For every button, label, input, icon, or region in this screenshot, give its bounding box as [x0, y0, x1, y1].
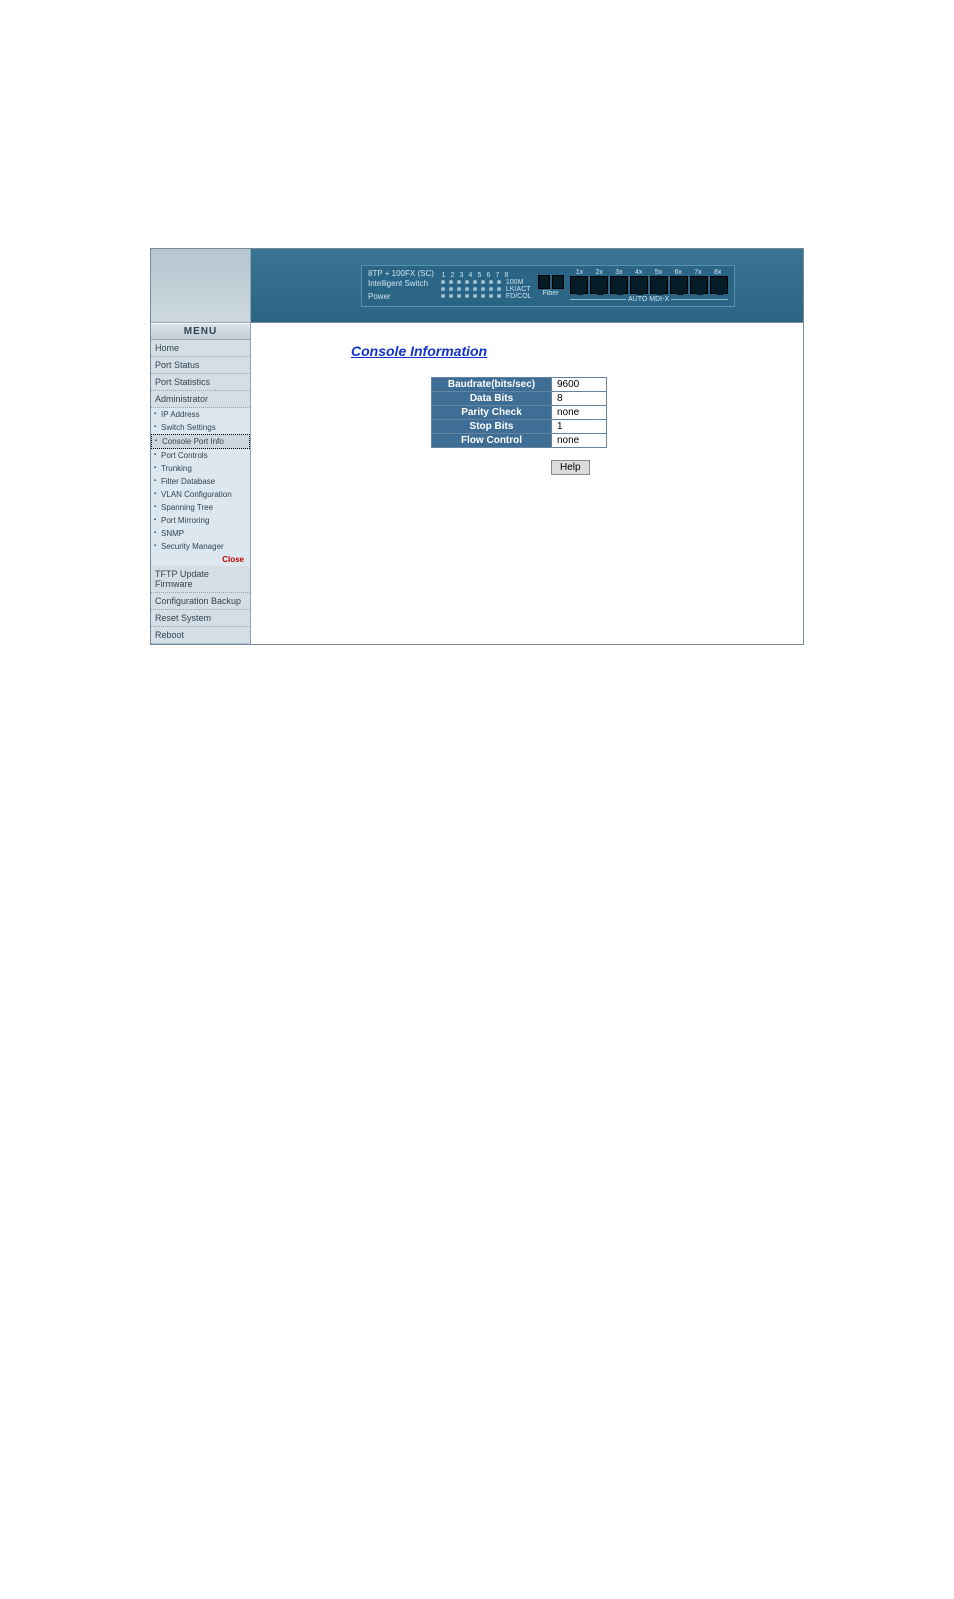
close-link-wrap: Close	[151, 553, 250, 566]
content: 8TP + 100FX (SC) Intelligent Switch Powe…	[251, 249, 803, 644]
close-link[interactable]: Close	[222, 555, 244, 564]
rj-port	[710, 276, 728, 294]
row-val: 9600	[552, 378, 607, 392]
sidebar-logo-area	[151, 249, 250, 323]
rj-block: 1x2x3x4x5x6x7x8x AUTO MDI-X	[570, 269, 728, 303]
model-line1: 8TP + 100FX (SC)	[368, 269, 434, 279]
help-wrap: Help	[551, 460, 803, 475]
power-label: Power	[368, 292, 434, 302]
sub-ip-address[interactable]: IP Address	[151, 408, 250, 421]
menu-administrator[interactable]: Administrator	[151, 391, 250, 408]
sub-security-manager[interactable]: Security Manager	[151, 540, 250, 553]
menu-title: MENU	[151, 323, 250, 340]
automdi-label: AUTO MDI-X	[570, 296, 728, 303]
fiber-label: Fiber	[543, 290, 559, 297]
sub-console-port-info[interactable]: Console Port Info	[151, 434, 250, 449]
row-val: 1	[552, 420, 607, 434]
rj-port	[670, 276, 688, 294]
sub-snmp[interactable]: SNMP	[151, 527, 250, 540]
menu-port-statistics[interactable]: Port Statistics	[151, 374, 250, 391]
table-row: Stop Bits1	[432, 420, 607, 434]
table-row: Data Bits8	[432, 392, 607, 406]
rj-nums: 1x2x3x4x5x6x7x8x	[570, 269, 728, 276]
led-block: 12345678 100M LK/ACT FD/COL	[440, 272, 532, 300]
table-row: Parity Checknone	[432, 406, 607, 420]
row-val: 8	[552, 392, 607, 406]
row-key: Stop Bits	[432, 420, 552, 434]
rj-port	[630, 276, 648, 294]
console-info-table: Baudrate(bits/sec)9600 Data Bits8 Parity…	[431, 377, 607, 448]
menu-reset-system[interactable]: Reset System	[151, 610, 250, 627]
sub-spanning-tree[interactable]: Spanning Tree	[151, 501, 250, 514]
led-row-lkact: LK/ACT	[440, 286, 532, 293]
menu-port-status[interactable]: Port Status	[151, 357, 250, 374]
menu-reboot[interactable]: Reboot	[151, 627, 250, 644]
switch-model: 8TP + 100FX (SC) Intelligent Switch Powe…	[368, 269, 434, 302]
row-val: none	[552, 434, 607, 448]
row-key: Flow Control	[432, 434, 552, 448]
sub-filter-database[interactable]: Filter Database	[151, 475, 250, 488]
rj-port	[610, 276, 628, 294]
menu-home[interactable]: Home	[151, 340, 250, 357]
rj-port	[590, 276, 608, 294]
row-key: Baudrate(bits/sec)	[432, 378, 552, 392]
fiber-ports	[538, 275, 564, 289]
table-row: Baudrate(bits/sec)9600	[432, 378, 607, 392]
row-key: Parity Check	[432, 406, 552, 420]
sub-port-mirroring[interactable]: Port Mirroring	[151, 514, 250, 527]
help-button[interactable]: Help	[551, 460, 590, 475]
menu-tftp-update[interactable]: TFTP Update Firmware	[151, 566, 250, 593]
menu-config-backup[interactable]: Configuration Backup	[151, 593, 250, 610]
led-row-fdcol: FD/COL	[440, 293, 532, 300]
led-numbers: 12345678	[440, 272, 532, 279]
sub-switch-settings[interactable]: Switch Settings	[151, 421, 250, 434]
sub-port-controls[interactable]: Port Controls	[151, 449, 250, 462]
model-line2: Intelligent Switch	[368, 279, 434, 289]
rj-port	[570, 276, 588, 294]
fiber-port	[552, 275, 564, 289]
page-body: Console Information Baudrate(bits/sec)96…	[251, 323, 803, 475]
rj-ports	[570, 276, 728, 294]
fiber-block: Fiber	[538, 275, 564, 297]
switch-panel: 8TP + 100FX (SC) Intelligent Switch Powe…	[251, 249, 803, 323]
fiber-port	[538, 275, 550, 289]
row-key: Data Bits	[432, 392, 552, 406]
switch-illustration: 8TP + 100FX (SC) Intelligent Switch Powe…	[361, 265, 735, 307]
app-frame: MENU Home Port Status Port Statistics Ad…	[150, 248, 804, 645]
sub-vlan-config[interactable]: VLAN Configuration	[151, 488, 250, 501]
sub-trunking[interactable]: Trunking	[151, 462, 250, 475]
table-row: Flow Controlnone	[432, 434, 607, 448]
rj-port	[690, 276, 708, 294]
sidebar: MENU Home Port Status Port Statistics Ad…	[151, 249, 251, 644]
led-row-100m: 100M	[440, 279, 532, 286]
page-title: Console Information	[351, 343, 803, 359]
row-val: none	[552, 406, 607, 420]
rj-port	[650, 276, 668, 294]
